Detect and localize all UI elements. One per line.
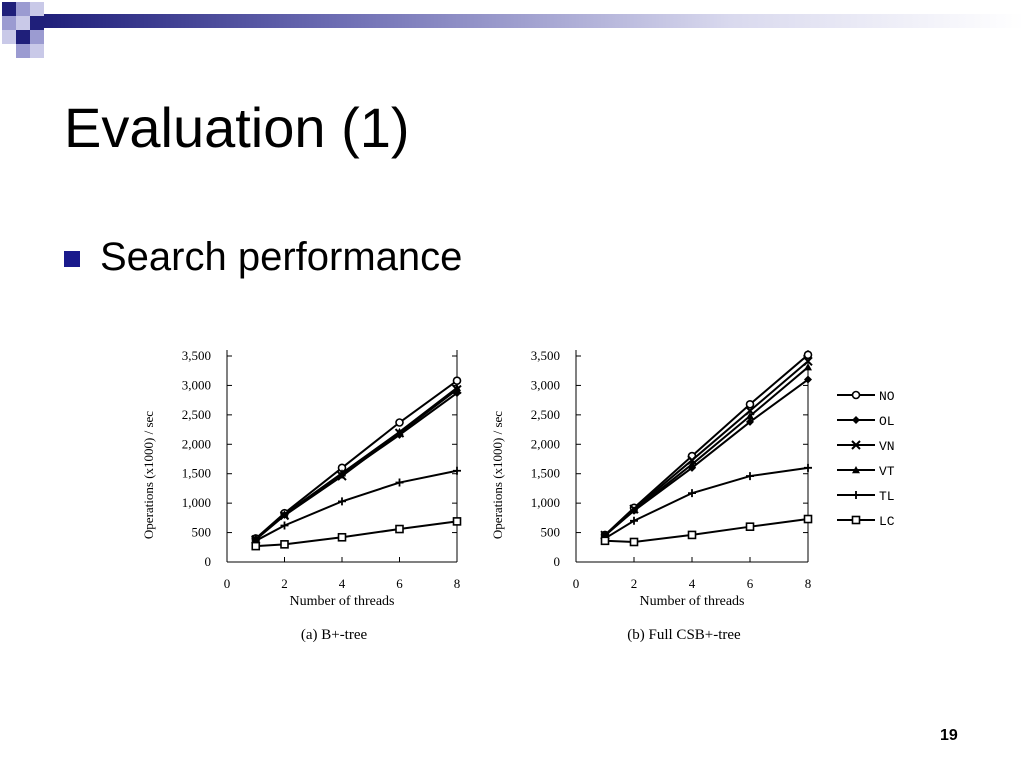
page-number: 19 (940, 727, 958, 744)
chart-0-y-axis-label: Operations (x1000) / sec (141, 411, 156, 539)
legend-marker (852, 491, 860, 499)
legend-marker (851, 515, 861, 525)
chart-0-y-tick-label: 1,000 (182, 495, 211, 510)
bullet-item: Search performance (64, 232, 462, 282)
chart-1-caption: (b) Full CSB+-tree (627, 627, 741, 643)
chart-1-y-tick-label: 0 (554, 554, 561, 569)
chart-1-y-tick-label: 3,000 (531, 377, 560, 392)
chart-1-data-point (745, 522, 755, 531)
chart-1-x-tick-label: 6 (747, 576, 754, 591)
chart-0-data-point (395, 418, 404, 427)
chart-0-data-point (452, 517, 462, 526)
chart-0-caption: (a) B+-tree (301, 627, 368, 643)
chart-1-data-point (688, 489, 696, 498)
chart-0-y-tick-label: 0 (205, 554, 212, 569)
chart-1-data-point (745, 399, 755, 409)
chart-1-data-point (803, 514, 813, 524)
chart-1-series-lc (600, 514, 813, 547)
chart-1-data-point (687, 530, 697, 540)
chart-1-y-tick-label: 1,500 (531, 466, 560, 481)
legend-marker (852, 466, 860, 474)
chart-0-series-vt (251, 383, 461, 543)
chart-0-data-point (280, 521, 289, 530)
chart-1-data-point (803, 350, 813, 360)
chart-1-series-ol (601, 375, 812, 540)
chart-0-y-tick-label: 2,000 (182, 436, 211, 451)
chart-0-y-tick-label: 3,500 (182, 348, 211, 363)
chart-0-data-point (395, 524, 404, 534)
chart-0-x-tick-label: 8 (454, 576, 461, 591)
chart-0-data-point (337, 532, 347, 542)
chart-0-data-point (395, 427, 404, 436)
chart-1-x-tick-label: 0 (573, 576, 580, 591)
legend-label: VT (879, 464, 895, 479)
chart-1-data-point (804, 463, 812, 472)
chart-0-x-tick-label: 6 (396, 576, 403, 591)
legend-label: NO (879, 389, 895, 404)
chart-0-x-axis-label: Number of threads (290, 594, 395, 609)
chart-0-data-point (251, 541, 261, 551)
chart-1-y-tick-label: 3,500 (531, 348, 560, 363)
legend-marker (851, 440, 861, 450)
chart-1-series-tl (601, 463, 812, 543)
chart-1-series-line (604, 466, 809, 540)
chart-0-data-point (338, 497, 346, 506)
legend-marker (851, 390, 861, 400)
chart-0-data-point (395, 478, 404, 487)
chart-0-y-tick-label: 1,500 (182, 466, 211, 481)
legend-label: LC (879, 514, 895, 529)
chart-1-data-point (630, 506, 638, 514)
chart-1-y-axis-label: Operations (x1000) / sec (490, 411, 505, 539)
chart-1-data-point (688, 460, 696, 468)
chart-1-y-tick-label: 2,000 (531, 436, 560, 451)
chart-0-data-point (280, 510, 289, 518)
chart-1-data-point (630, 516, 638, 525)
bullet-square-icon (64, 251, 80, 267)
chart-legend: NO OL VN VT TL LC (837, 389, 895, 529)
legend-label: VN (879, 439, 895, 454)
chart-1-data-point (629, 537, 639, 547)
chart-0-series-lc (251, 517, 462, 551)
chart-1-x-tick-label: 8 (805, 576, 812, 591)
chart-1-x-axis-label: Number of threads (640, 594, 745, 609)
legend-marker (852, 416, 860, 424)
chart-0-y-tick-label: 3,000 (182, 377, 211, 392)
chart-0-x-tick-label: 4 (339, 576, 346, 591)
chart-1-data-point (746, 417, 754, 426)
chart-0-data-point (452, 376, 462, 386)
chart-0-data-point (338, 469, 346, 477)
chart-1-x-tick-label: 4 (689, 576, 696, 591)
chart-1-y-tick-label: 2,500 (531, 407, 560, 422)
chart-1-data-point (803, 356, 813, 367)
chart-1-data-point (804, 363, 812, 371)
chart-1-y-tick-label: 1,000 (531, 495, 560, 510)
legend-label: TL (879, 489, 895, 504)
chart-0-data-point (453, 383, 461, 391)
chart-0-y-tick-label: 500 (192, 525, 212, 540)
chart-1-data-point (746, 412, 754, 420)
chart-0-series-tl (251, 466, 461, 545)
chart-1-series-vt (601, 363, 812, 539)
search-performance-figure: 0 500 1,000 1,500 2,000 2,500 3,000 3,500 0 2 4 6 8 N… (141, 348, 895, 643)
chart-1-y-tick-label: 500 (541, 525, 561, 540)
chart-1-data-point (600, 536, 610, 546)
chart-0-data-point (280, 540, 289, 549)
slide-title: Evaluation (1) (64, 96, 410, 159)
chart-0-data-point (453, 466, 461, 475)
chart-1-x-tick-label: 2 (631, 576, 638, 591)
chart-0-x-tick-label: 2 (281, 576, 288, 591)
chart-1-data-point (804, 375, 812, 384)
legend-label: OL (879, 414, 895, 429)
chart-0-y-tick-label: 2,500 (182, 407, 211, 422)
chart-1-data-point (746, 472, 754, 481)
chart-0-x-tick-label: 0 (224, 576, 231, 591)
bullet-text: Search performance (100, 234, 463, 279)
chart-0-series-line (255, 469, 458, 542)
title-decor-band (44, 14, 1024, 28)
